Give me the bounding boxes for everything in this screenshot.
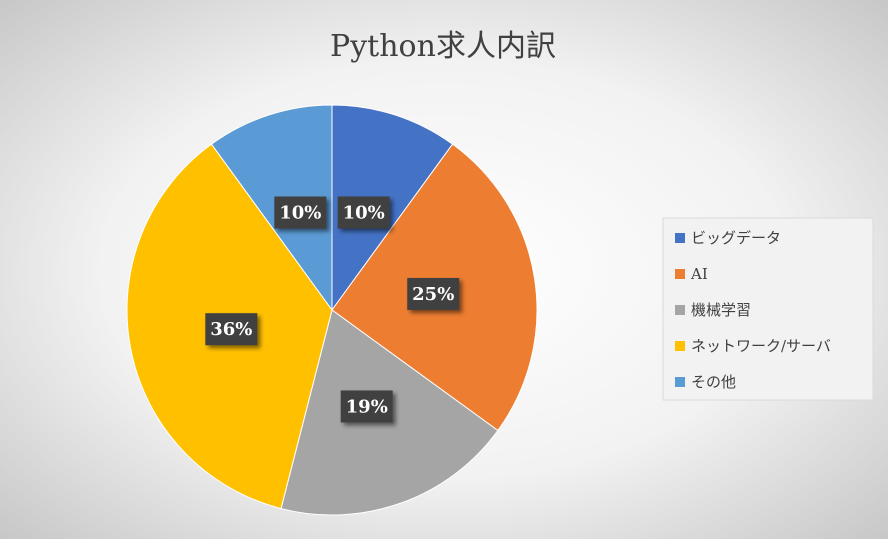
data-label: 10% [343, 203, 385, 224]
data-label: 36% [210, 319, 252, 340]
legend-label: AI [690, 265, 708, 283]
data-label: 19% [346, 396, 388, 417]
legend-swatch [675, 305, 685, 315]
legend-swatch [675, 233, 685, 243]
data-label: 25% [412, 284, 454, 305]
pie-slice [210, 104, 333, 312]
legend-label: ネットワーク/サーバ [691, 337, 831, 355]
legend-label: 機械学習 [691, 301, 751, 319]
data-label-box [274, 196, 327, 229]
legend-swatch [675, 377, 685, 387]
legend-swatch [675, 269, 685, 279]
chart-title: Python求人内訳 [330, 29, 556, 64]
legend-label: その他 [691, 373, 736, 391]
pie-slice [331, 104, 454, 312]
data-label-box [337, 196, 390, 229]
legend-label: ビッグデータ [691, 229, 781, 247]
data-label-box [340, 390, 393, 423]
data-label-box [407, 277, 460, 310]
legend-box [662, 217, 874, 401]
legend-swatch [675, 341, 685, 351]
data-label: 10% [279, 203, 321, 224]
data-label-box [205, 313, 258, 346]
